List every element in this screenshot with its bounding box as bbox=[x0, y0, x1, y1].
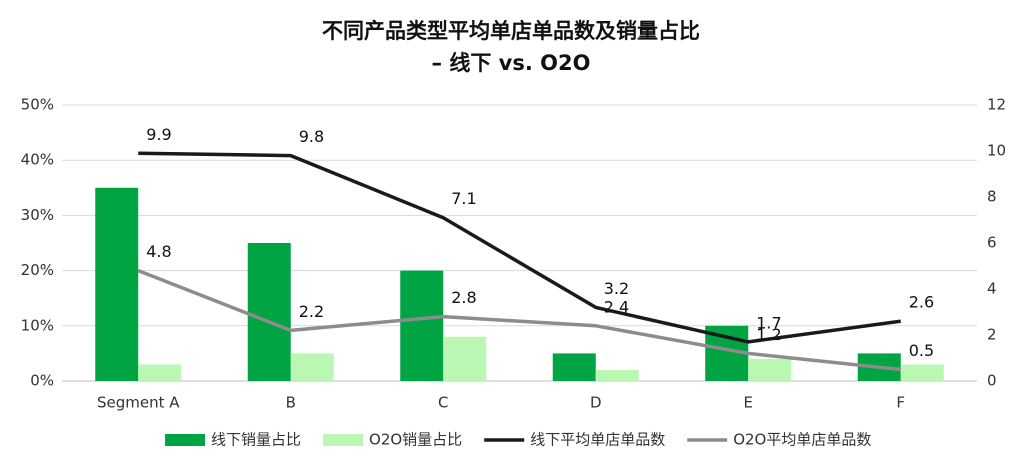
bar bbox=[595, 369, 639, 381]
legend-label: 线下平均单店单品数 bbox=[530, 431, 665, 449]
bar bbox=[290, 353, 334, 381]
data-label: 9.9 bbox=[146, 125, 171, 144]
y2-tick-label: 0 bbox=[987, 372, 997, 390]
bar bbox=[552, 353, 596, 381]
bar bbox=[247, 243, 291, 381]
bar bbox=[138, 364, 182, 381]
legend-label: 线下销量占比 bbox=[211, 431, 301, 449]
y-tick-label: 20% bbox=[21, 261, 54, 279]
y2-tick-label: 10 bbox=[987, 142, 1006, 160]
legend-label: O2O平均单店单品数 bbox=[733, 431, 871, 449]
x-tick-label: Segment A bbox=[97, 394, 180, 412]
data-label: 1.2 bbox=[756, 325, 781, 344]
data-label: 0.5 bbox=[909, 341, 934, 360]
bar bbox=[400, 270, 444, 381]
data-label: 4.8 bbox=[146, 242, 171, 261]
data-label: 3.2 bbox=[604, 279, 629, 298]
y-tick-label: 0% bbox=[30, 372, 54, 390]
chart-title: 不同产品类型平均单店单品数及销量占比 bbox=[322, 19, 700, 43]
x-tick-label: D bbox=[590, 394, 602, 412]
x-tick-label: E bbox=[744, 394, 753, 412]
data-label: 9.8 bbox=[299, 127, 324, 146]
data-label: 1.7 bbox=[756, 313, 781, 332]
y-tick-label: 50% bbox=[21, 96, 54, 114]
data-label: 2.6 bbox=[909, 293, 934, 312]
bar bbox=[900, 364, 944, 381]
y2-tick-label: 6 bbox=[987, 234, 997, 252]
data-label: 2.2 bbox=[299, 302, 324, 321]
legend-swatch bbox=[165, 434, 205, 446]
y-tick-label: 30% bbox=[21, 206, 54, 224]
x-tick-label: F bbox=[896, 394, 905, 412]
data-label: 2.8 bbox=[451, 288, 476, 307]
legend-swatch bbox=[323, 434, 364, 446]
x-tick-label: C bbox=[438, 394, 448, 412]
y-tick-label: 10% bbox=[21, 316, 54, 334]
y-tick-label: 40% bbox=[21, 151, 54, 169]
bar bbox=[748, 358, 792, 381]
bar bbox=[443, 336, 487, 381]
y2-tick-label: 8 bbox=[987, 188, 997, 206]
y2-tick-label: 2 bbox=[987, 326, 997, 344]
x-tick-label: B bbox=[286, 394, 296, 412]
bar bbox=[95, 187, 139, 381]
line bbox=[138, 151, 901, 344]
data-label: 2.4 bbox=[604, 297, 629, 316]
y2-tick-label: 12 bbox=[987, 96, 1006, 114]
chart-subtitle: – 线下 vs. O2O bbox=[432, 51, 591, 75]
y2-tick-label: 4 bbox=[987, 280, 997, 298]
data-label: 7.1 bbox=[451, 189, 476, 208]
legend-label: O2O销量占比 bbox=[369, 431, 462, 449]
line bbox=[137, 268, 901, 372]
